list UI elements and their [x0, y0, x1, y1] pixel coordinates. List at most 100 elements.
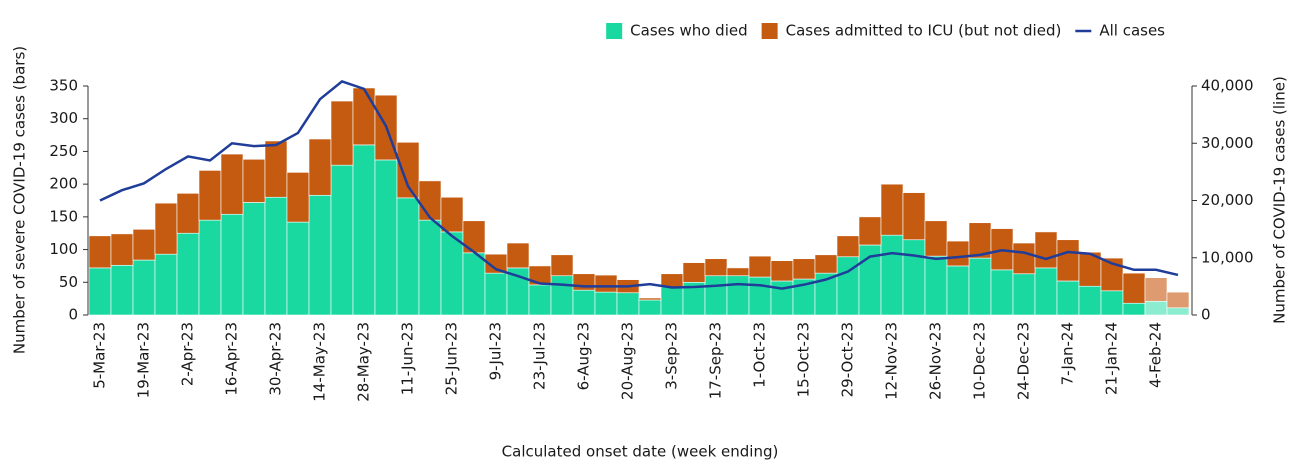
x-tick-label: 12-Nov-23: [883, 322, 901, 400]
bar: [1144, 300, 1168, 316]
x-tick-label: 29-Oct-23: [839, 322, 857, 397]
legend-label: Cases who died: [630, 22, 747, 40]
bar: [968, 257, 992, 316]
bar: [748, 255, 772, 278]
bar: [704, 275, 728, 316]
x-tick-label: 23-Jul-23: [531, 322, 549, 390]
bar: [880, 234, 904, 316]
bar: [462, 220, 486, 254]
bar: [462, 252, 486, 316]
bar: [726, 267, 750, 277]
bar: [176, 193, 200, 234]
y-tick-label: 350: [49, 77, 78, 95]
bar: [1122, 272, 1146, 304]
bar: [1012, 242, 1036, 275]
bar: [132, 228, 156, 261]
x-tick-label: 4-Feb-24: [1147, 322, 1165, 388]
bar: [374, 159, 398, 316]
x-tick-label: 19-Mar-23: [135, 322, 153, 398]
x-tick-label: 9-Jul-23: [487, 322, 505, 380]
bar: [528, 284, 552, 316]
bar: [1166, 291, 1190, 309]
bar: [132, 259, 156, 316]
bar: [220, 153, 244, 215]
bar: [286, 221, 310, 316]
x-tick-label: 30-Apr-23: [267, 322, 285, 396]
bar: [264, 196, 288, 316]
x-tick-label: 17-Sep-23: [707, 322, 725, 399]
x-tick-label: 11-Jun-23: [399, 322, 417, 395]
bar: [308, 138, 332, 196]
bar: [902, 192, 926, 241]
bar: [1078, 285, 1102, 316]
x-tick-label: 3-Sep-23: [663, 322, 681, 390]
bar: [836, 235, 860, 258]
legend-swatch: [761, 23, 778, 39]
bar: [110, 233, 134, 266]
bar: [638, 299, 662, 316]
bar: [748, 276, 772, 316]
bar: [1034, 231, 1058, 269]
bar: [88, 267, 112, 316]
x-tick-label: 14-May-23: [311, 322, 329, 402]
bar: [1034, 267, 1058, 316]
bar: [770, 260, 794, 282]
bar: [506, 242, 530, 269]
bar: [242, 202, 266, 316]
y-tick-label: 0: [68, 306, 78, 324]
y-tick-label: 300: [49, 109, 78, 127]
bar: [330, 100, 354, 166]
x-tick-label: 21-Jan-24: [1103, 322, 1121, 395]
line: [99, 80, 1179, 290]
bar: [660, 273, 684, 288]
x-tick-label: 7-Jan-24: [1059, 322, 1077, 385]
y2-tick-label: 40,000: [1201, 77, 1254, 95]
y2-tick-label: 10,000: [1201, 248, 1254, 266]
bar: [660, 286, 684, 316]
bar: [594, 274, 618, 293]
bar: [286, 172, 310, 223]
x-tick-label: 25-Jun-23: [443, 322, 461, 395]
bar: [440, 231, 464, 316]
y-tick-label: 250: [49, 142, 78, 160]
legend-swatch: [606, 23, 623, 39]
x-tick-label: 20-Aug-23: [619, 322, 637, 400]
bar: [1166, 307, 1190, 316]
bar: [88, 235, 112, 269]
bar: [396, 141, 420, 199]
x-tick-label: 1-Oct-23: [751, 322, 769, 388]
bar: [572, 289, 596, 316]
bar: [880, 183, 904, 236]
bar: [198, 219, 222, 316]
x-axis-title: Calculated onset date (week ending): [502, 443, 779, 461]
bar: [572, 273, 596, 291]
y-tick-label: 100: [49, 240, 78, 258]
bar: [990, 269, 1014, 316]
bar: [352, 144, 376, 316]
bar: [220, 213, 244, 316]
bar: [330, 164, 354, 316]
bar: [352, 87, 376, 146]
bar: [110, 264, 134, 316]
y2-axis-title: Number of COVID-19 cases (line): [1271, 76, 1289, 324]
y2-tick-label: 30,000: [1201, 134, 1254, 152]
x-tick-label: 6-Aug-23: [575, 322, 593, 390]
bar: [418, 180, 442, 221]
bar: [924, 220, 948, 257]
bar: [1144, 277, 1168, 302]
bar: [946, 240, 970, 267]
bar: [704, 258, 728, 277]
bar: [440, 196, 464, 233]
legend-label: Cases admitted to ICU (but not died): [786, 22, 1062, 40]
bar: [616, 292, 640, 316]
bar: [1056, 280, 1080, 316]
bar: [1056, 239, 1080, 282]
bar: [154, 253, 178, 316]
bar: [902, 239, 926, 316]
y2-tick-label: 0: [1201, 306, 1211, 324]
bar: [176, 232, 200, 316]
bar: [308, 194, 332, 316]
x-tick-label: 16-Apr-23: [223, 322, 241, 396]
x-tick-label: 2-Apr-23: [179, 322, 197, 386]
